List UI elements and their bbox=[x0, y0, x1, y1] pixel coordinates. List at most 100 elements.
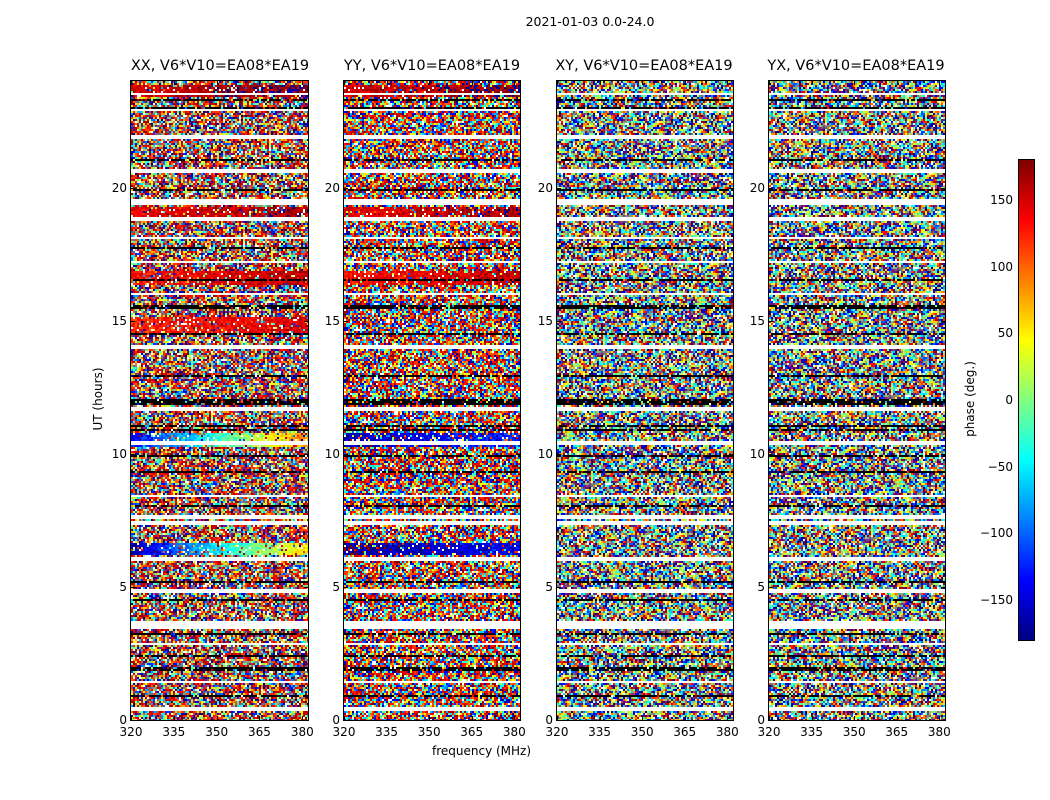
ytick-label-yy-20: 20 bbox=[324, 180, 340, 195]
xtick-label-yy-365: 365 bbox=[460, 725, 484, 739]
ytick-mark bbox=[769, 321, 773, 322]
xtick-mark bbox=[685, 716, 686, 720]
ytick-mark bbox=[131, 454, 135, 455]
ytick-label-xy-0: 0 bbox=[545, 713, 553, 727]
xtick-mark bbox=[854, 81, 855, 85]
xtick-mark bbox=[131, 716, 132, 720]
xtick-label-xy-335: 335 bbox=[588, 725, 612, 739]
ytick-mark bbox=[557, 188, 561, 189]
xtick-label-yy-380: 380 bbox=[502, 725, 526, 739]
xtick-mark bbox=[727, 716, 728, 720]
xtick-mark bbox=[174, 716, 175, 720]
ytick-mark bbox=[516, 587, 520, 588]
panel-title-yy: YY, V6*V10=EA08*EA19 bbox=[343, 58, 521, 74]
xtick-mark bbox=[302, 81, 303, 85]
xtick-mark bbox=[939, 716, 940, 720]
ytick-mark bbox=[304, 587, 308, 588]
xtick-mark bbox=[429, 81, 430, 85]
panel-title-xy: XY, V6*V10=EA08*EA19 bbox=[555, 58, 733, 74]
ytick-mark bbox=[941, 321, 945, 322]
xtick-mark bbox=[302, 716, 303, 720]
ytick-label-yy-10: 10 bbox=[324, 446, 340, 461]
ytick-mark bbox=[769, 454, 773, 455]
xtick-label-yy-320: 320 bbox=[332, 725, 356, 739]
ytick-mark bbox=[516, 188, 520, 189]
heatmap-yy bbox=[344, 81, 520, 720]
xtick-label-yy-335: 335 bbox=[375, 725, 399, 739]
axes-frame-xx bbox=[130, 80, 309, 721]
ytick-mark bbox=[131, 587, 135, 588]
xtick-mark bbox=[514, 716, 515, 720]
xtick-mark bbox=[812, 716, 813, 720]
ytick-mark bbox=[729, 188, 733, 189]
xtick-mark bbox=[939, 81, 940, 85]
ytick-mark bbox=[557, 321, 561, 322]
ytick-mark bbox=[304, 454, 308, 455]
heatmap-xx bbox=[131, 81, 308, 720]
panel-title-xx: XX, V6*V10=EA08*EA19 bbox=[130, 58, 310, 74]
xtick-mark bbox=[217, 81, 218, 85]
xtick-label-xx-335: 335 bbox=[162, 725, 186, 739]
ytick-label-xx-0: 0 bbox=[119, 713, 127, 727]
ytick-label-xy-10: 10 bbox=[537, 446, 553, 461]
xtick-mark bbox=[685, 81, 686, 85]
xtick-mark bbox=[131, 81, 132, 85]
xtick-mark bbox=[514, 81, 515, 85]
panel-title-yx: YX, V6*V10=EA08*EA19 bbox=[767, 58, 945, 74]
ytick-mark bbox=[941, 720, 945, 721]
xtick-mark bbox=[472, 81, 473, 85]
ytick-label-yy-5: 5 bbox=[332, 579, 340, 594]
ytick-label-yy-0: 0 bbox=[332, 713, 340, 727]
ytick-mark bbox=[131, 188, 135, 189]
xtick-mark bbox=[472, 716, 473, 720]
xtick-label-yy-350: 350 bbox=[417, 725, 441, 739]
ytick-label-yx-5: 5 bbox=[757, 579, 765, 594]
colorbar-tick-label: 100 bbox=[990, 259, 1013, 274]
colorbar-tick-label: −150 bbox=[980, 593, 1013, 607]
xtick-mark bbox=[769, 716, 770, 720]
ytick-mark bbox=[344, 454, 348, 455]
xtick-mark bbox=[557, 81, 558, 85]
xtick-mark bbox=[769, 81, 770, 85]
ytick-mark bbox=[516, 321, 520, 322]
ytick-label-yx-15: 15 bbox=[749, 313, 765, 328]
ytick-mark bbox=[344, 587, 348, 588]
colorbar-tick-label: 150 bbox=[990, 193, 1013, 207]
xtick-label-xx-365: 365 bbox=[248, 725, 271, 739]
colorbar-tick-label: 0 bbox=[1005, 393, 1013, 407]
xtick-mark bbox=[897, 716, 898, 720]
ytick-mark bbox=[729, 321, 733, 322]
ytick-mark bbox=[516, 454, 520, 455]
xtick-label-yx-350: 350 bbox=[842, 725, 866, 739]
colorbar-tick-label: 50 bbox=[997, 326, 1013, 341]
figure-suptitle: 2021-01-03 0.0-24.0 bbox=[525, 14, 655, 29]
heatmap-yx bbox=[769, 81, 945, 720]
ytick-mark bbox=[729, 454, 733, 455]
ytick-label-xy-5: 5 bbox=[545, 579, 553, 594]
ytick-mark bbox=[941, 188, 945, 189]
ytick-label-yx-20: 20 bbox=[749, 180, 765, 195]
y-axis-label: UT (hours) bbox=[91, 367, 105, 431]
xtick-mark bbox=[387, 716, 388, 720]
ytick-mark bbox=[344, 321, 348, 322]
ytick-label-xx-20: 20 bbox=[111, 180, 127, 195]
xtick-mark bbox=[344, 81, 345, 85]
xtick-mark bbox=[897, 81, 898, 85]
ytick-mark bbox=[941, 587, 945, 588]
xtick-mark bbox=[344, 716, 345, 720]
colorbar-label: phase (deg.) bbox=[963, 361, 977, 437]
ytick-label-yy-15: 15 bbox=[324, 313, 340, 328]
ytick-mark bbox=[557, 454, 561, 455]
ytick-label-yx-10: 10 bbox=[749, 446, 765, 461]
colorbar-tick-label: −100 bbox=[980, 526, 1013, 541]
ytick-mark bbox=[131, 720, 135, 721]
ytick-mark bbox=[941, 454, 945, 455]
xtick-mark bbox=[387, 81, 388, 85]
xtick-mark bbox=[812, 81, 813, 85]
xtick-mark bbox=[429, 716, 430, 720]
ytick-mark bbox=[131, 321, 135, 322]
colorbar-frame bbox=[1018, 159, 1035, 641]
x-axis-label: frequency (MHz) bbox=[432, 744, 532, 758]
ytick-label-xy-20: 20 bbox=[537, 180, 553, 195]
